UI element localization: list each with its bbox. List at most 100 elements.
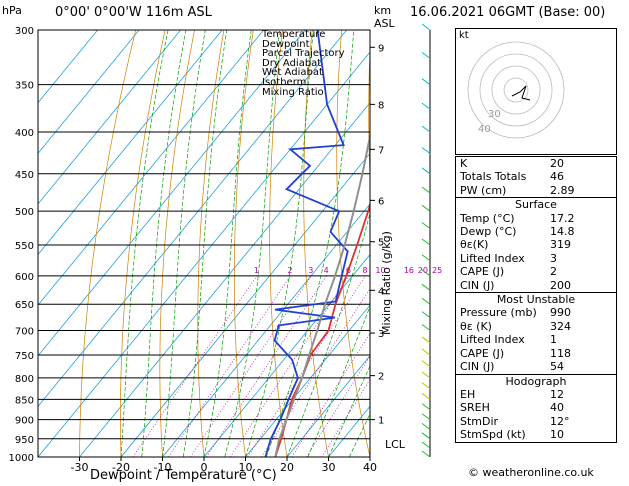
sfc-cin-label: CIN (J): [460, 278, 495, 292]
legend-item-mixing-ratio: Mixing Ratio: [262, 86, 324, 98]
sfc-dewp-value: 14.8: [550, 225, 575, 239]
pw-value: 2.89: [550, 183, 575, 197]
legend-item-parcel: Parcel Trajectory: [262, 48, 345, 60]
wind-barb: [421, 450, 431, 458]
x-axis-label: Dewpoint / Temperature (°C): [90, 468, 277, 483]
isotherm-line: [38, 30, 98, 104]
wind-barb: [421, 441, 431, 449]
mixing-ratio-tick-label: 3: [308, 266, 313, 275]
hodograph-ring: [491, 65, 541, 115]
pressure-tick-label: 350: [15, 81, 34, 92]
sfc-li-label: Lifted Index: [460, 251, 525, 265]
mixing-ratio-tick-label: 8: [362, 266, 367, 275]
wet-adiabat-line: [162, 30, 206, 457]
dry-adiabat-line: [400, 30, 453, 457]
wind-barb: [421, 283, 431, 291]
isotherm-line: [38, 30, 140, 154]
dry-adiabat-line: [233, 30, 254, 457]
sreh-label: SREH: [460, 401, 490, 415]
sreh-value: 40: [550, 401, 564, 415]
mixing-ratio-line: [132, 275, 258, 457]
location-title: 0°00' 0°00'W 116m ASL: [55, 5, 212, 20]
km-tick-label: 6: [378, 196, 384, 207]
pressure-tick-label: 900: [15, 416, 34, 427]
pressure-tick-label: 800: [15, 374, 34, 385]
hodograph-ring-label-30: 30: [488, 109, 501, 120]
isotherm-line: [38, 51, 370, 457]
mixing-ratio-tick-label: 4: [324, 266, 329, 275]
isotherm-line: [38, 30, 264, 306]
wind-barb: [421, 51, 431, 59]
mu-title: Most Unstable: [456, 292, 616, 306]
sfc-cape-label: CAPE (J): [460, 265, 505, 279]
sfc-thetae-value: 319: [550, 238, 571, 252]
plot-area: [38, 30, 453, 457]
mu-cin-label: CIN (J): [460, 360, 495, 374]
dry-adiabat-line: [79, 30, 137, 457]
wind-barb: [421, 297, 431, 305]
mu-cape-label: CAPE (J): [460, 346, 505, 360]
x-tick-label: 30: [322, 461, 336, 474]
sfc-cin-value: 200: [550, 278, 571, 292]
wet-adiabat-line: [203, 30, 252, 457]
pressure-tick-label: 650: [15, 300, 34, 311]
mixing-ratio-tick-label: 10: [375, 266, 385, 275]
stmdir-value: 12°: [550, 414, 570, 428]
x-tick-label: -20: [112, 461, 130, 474]
wind-barb: [421, 222, 431, 229]
hodograph-ring-label-40: 40: [478, 124, 491, 135]
pressure-tick-label: 300: [15, 26, 34, 37]
wind-barb: [421, 336, 431, 344]
surface-title: Surface: [456, 197, 616, 211]
datetime-title: 16.06.2021 06GMT (Base: 00): [410, 5, 606, 20]
isotherm-line: [203, 253, 370, 457]
mixing-ratio-line: [247, 275, 366, 457]
wind-barb: [421, 125, 431, 133]
pressure-tick-label: 500: [15, 207, 34, 218]
sfc-li-value: 3: [550, 251, 557, 265]
mixing-ratio-line: [229, 275, 350, 457]
mu-li-value: 1: [550, 333, 557, 347]
dry-adiabat-line: [368, 43, 370, 185]
km-tick-label: 9: [378, 43, 384, 54]
pressure-tick-label: 750: [15, 351, 34, 362]
x-tick-label: 40: [363, 461, 377, 474]
pressure-tick-label: 700: [15, 327, 34, 338]
wind-barb: [421, 348, 431, 356]
pressure-tick-label: 550: [15, 241, 34, 252]
pressure-tick-label: 1000: [9, 453, 34, 464]
x-tick-label: -30: [71, 461, 89, 474]
index-table: K 20 Totals Totals 46 PW (cm) 2.89 Surface …: [455, 156, 617, 443]
stmspd-label: StmSpd (kt): [460, 428, 526, 442]
wet-adiabat-line: [224, 30, 280, 457]
isotherm-line: [286, 355, 370, 457]
mixing-ratio-tick-label: 16: [404, 266, 414, 275]
mixing-ratio-axis-label: Mixing Ratio (g/kg): [380, 231, 393, 335]
mu-thetae-value: 324: [550, 319, 571, 333]
hodograph-trace: [511, 85, 531, 101]
wind-barb: [421, 269, 431, 277]
wind-barb: [421, 422, 431, 430]
eh-value: 12: [550, 387, 564, 401]
legend-item-isotherm: Isotherm: [262, 76, 307, 88]
mu-li-label: Lifted Index: [460, 333, 525, 347]
hodograph-ring: [467, 41, 565, 139]
x-tick-label: 20: [280, 461, 294, 474]
asl-unit: ASL: [374, 17, 395, 30]
isotherm-line: [245, 304, 370, 457]
km-tick-label: 3: [378, 329, 384, 340]
mu-pressure-label: Pressure (mb): [460, 306, 537, 320]
sfc-cape-value: 2: [550, 265, 557, 279]
mu-pressure-value: 990: [550, 306, 571, 320]
wind-barb: [421, 238, 431, 246]
k-value: 20: [550, 157, 564, 170]
wind-barb: [421, 102, 431, 110]
sfc-dewp-label: Dewp (°C): [460, 225, 517, 239]
mu-cape-value: 118: [550, 346, 571, 360]
sfc-thetae-label: θε(K): [460, 238, 489, 252]
wind-barb: [421, 254, 431, 262]
km-tick-label: 7: [378, 145, 384, 156]
pressure-tick-label: 850: [15, 395, 34, 406]
hodograph-title: Hodograph: [456, 373, 616, 388]
isotherm-line: [38, 30, 347, 408]
